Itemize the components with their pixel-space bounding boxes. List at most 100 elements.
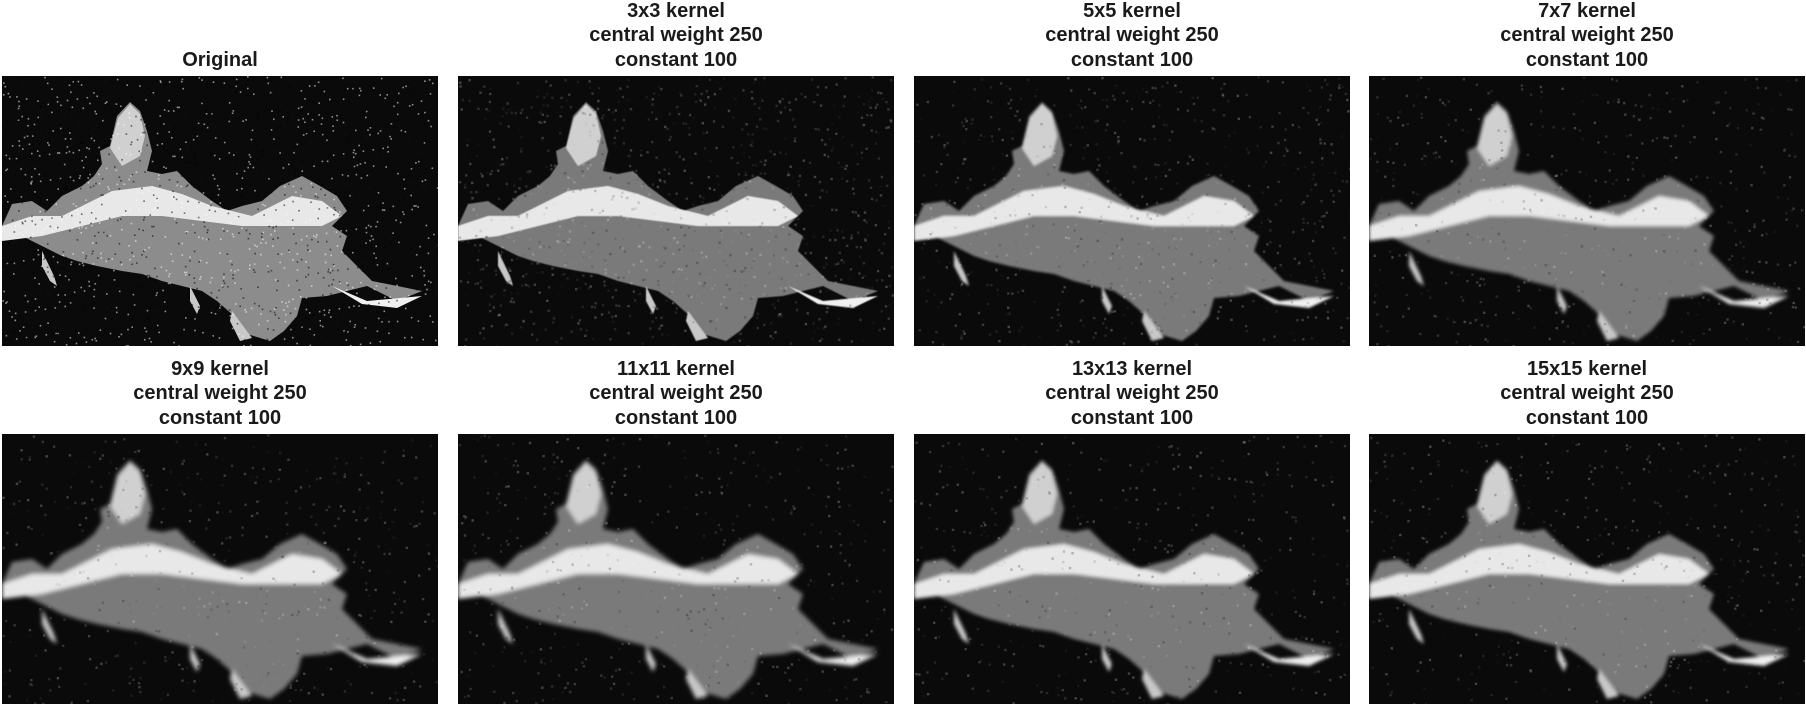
bright-edge bbox=[788, 286, 878, 308]
bright-peak bbox=[110, 104, 145, 166]
bright-peak bbox=[566, 462, 601, 524]
bright-spike bbox=[954, 609, 969, 644]
bright-spike bbox=[1142, 669, 1164, 699]
bright-ridge bbox=[2, 186, 342, 241]
bright-ridge bbox=[2, 544, 342, 599]
bright-spike bbox=[230, 311, 252, 341]
title-line: constant 100 bbox=[1070, 406, 1194, 429]
image-7x7 bbox=[1369, 76, 1805, 346]
image-3x3 bbox=[458, 76, 894, 346]
panel-title: 7x7 kernel central weight 250 constant 1… bbox=[1369, 0, 1805, 72]
bright-spike bbox=[646, 644, 656, 672]
bright-spike bbox=[498, 609, 513, 644]
bright-edge bbox=[788, 644, 878, 666]
bright-edge bbox=[1244, 286, 1334, 308]
bright-edge bbox=[1699, 644, 1789, 666]
image-15x15 bbox=[1369, 434, 1805, 704]
bright-peak bbox=[1477, 462, 1512, 524]
image-9x9 bbox=[2, 434, 438, 704]
bright-spike bbox=[954, 251, 969, 286]
bright-peak bbox=[566, 104, 601, 166]
speckle-noise bbox=[458, 434, 894, 704]
title-line: constant 100 bbox=[1525, 406, 1649, 429]
title-line: 5x5 kernel bbox=[1083, 0, 1181, 22]
bright-ridge bbox=[914, 544, 1254, 599]
title-line: Original bbox=[182, 48, 258, 71]
bright-edge bbox=[332, 286, 422, 308]
panel-15x15: 15x15 kernel central weight 250 constant… bbox=[1369, 358, 1805, 704]
panel-title: 15x15 kernel central weight 250 constant… bbox=[1369, 357, 1805, 431]
panel-title: 3x3 kernel central weight 250 constant 1… bbox=[458, 0, 894, 72]
title-line: constant 100 bbox=[1070, 48, 1194, 71]
title-line: constant 100 bbox=[614, 406, 738, 429]
speckle-noise bbox=[1369, 76, 1805, 346]
bright-spike bbox=[498, 251, 513, 286]
bright-spike bbox=[1597, 311, 1619, 341]
title-line: 13x13 kernel bbox=[1071, 357, 1193, 380]
bright-spike bbox=[1409, 251, 1424, 286]
bright-spike bbox=[686, 669, 708, 699]
bright-edge bbox=[1699, 286, 1789, 308]
panel-title: 13x13 kernel central weight 250 constant… bbox=[914, 357, 1350, 431]
image-original bbox=[2, 76, 438, 346]
title-line: constant 100 bbox=[158, 406, 282, 429]
image-render bbox=[458, 434, 894, 704]
title-line: central weight 250 bbox=[589, 24, 763, 46]
bright-edge bbox=[332, 644, 422, 666]
panel-title: 5x5 kernel central weight 250 constant 1… bbox=[914, 0, 1350, 72]
panel-13x13: 13x13 kernel central weight 250 constant… bbox=[914, 358, 1350, 704]
image-13x13 bbox=[914, 434, 1350, 704]
bright-spike bbox=[1597, 669, 1619, 699]
bright-spike bbox=[230, 669, 252, 699]
title-line: 3x3 kernel bbox=[627, 0, 725, 22]
image-render bbox=[2, 76, 438, 346]
title-line: central weight 250 bbox=[1045, 382, 1219, 404]
title-line: 11x11 kernel bbox=[617, 357, 735, 380]
bright-spike bbox=[1409, 609, 1424, 644]
image-render bbox=[1369, 76, 1805, 346]
speckle-noise bbox=[2, 434, 438, 704]
panel-9x9: 9x9 kernel central weight 250 constant 1… bbox=[2, 358, 438, 704]
speckle-noise bbox=[1369, 434, 1805, 704]
speckle-noise bbox=[914, 434, 1350, 704]
bright-peak bbox=[1477, 104, 1512, 166]
title-line: central weight 250 bbox=[1500, 382, 1674, 404]
bright-peak bbox=[1022, 462, 1057, 524]
title-line: 15x15 kernel bbox=[1526, 357, 1648, 380]
bright-spike bbox=[686, 311, 708, 341]
panel-original: Original bbox=[2, 0, 438, 346]
bright-ridge bbox=[1369, 186, 1709, 241]
title-line: central weight 250 bbox=[1045, 24, 1219, 46]
image-5x5 bbox=[914, 76, 1350, 346]
title-line: 9x9 kernel bbox=[171, 357, 269, 380]
image-render bbox=[914, 434, 1350, 704]
speckle-noise bbox=[458, 76, 894, 346]
panel-11x11: 11x11 kernel central weight 250 constant… bbox=[458, 358, 894, 704]
title-line: central weight 250 bbox=[133, 382, 307, 404]
bright-ridge bbox=[458, 544, 798, 599]
bright-spike bbox=[646, 286, 656, 314]
speckle-noise bbox=[914, 76, 1350, 346]
panel-title: 11x11 kernel central weight 250 constant… bbox=[458, 357, 894, 431]
panel-title: 9x9 kernel central weight 250 constant 1… bbox=[2, 357, 438, 431]
panel-7x7: 7x7 kernel central weight 250 constant 1… bbox=[1369, 0, 1805, 346]
image-render bbox=[1369, 434, 1805, 704]
panel-5x5: 5x5 kernel central weight 250 constant 1… bbox=[914, 0, 1350, 346]
bright-spike bbox=[1142, 311, 1164, 341]
bright-spike bbox=[1557, 286, 1567, 314]
speckle-noise bbox=[2, 76, 438, 346]
title-line: central weight 250 bbox=[1500, 24, 1674, 46]
bright-ridge bbox=[458, 186, 798, 241]
image-render bbox=[914, 76, 1350, 346]
bright-spike bbox=[1102, 286, 1112, 314]
bright-spike bbox=[190, 286, 200, 314]
bright-spike bbox=[190, 644, 200, 672]
title-line: central weight 250 bbox=[589, 382, 763, 404]
panel-3x3: 3x3 kernel central weight 250 constant 1… bbox=[458, 0, 894, 346]
image-render bbox=[2, 434, 438, 704]
title-line: 7x7 kernel bbox=[1538, 0, 1636, 22]
title-line: constant 100 bbox=[1525, 48, 1649, 71]
bright-ridge bbox=[1369, 544, 1709, 599]
bright-spike bbox=[1102, 644, 1112, 672]
bright-spike bbox=[42, 609, 57, 644]
